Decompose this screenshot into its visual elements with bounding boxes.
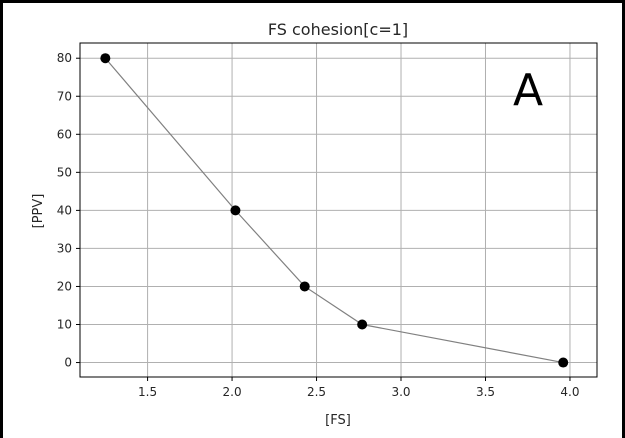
data-point [100,53,111,64]
x-tick-label: 4.0 [560,385,579,399]
series-layer [100,53,569,368]
y-tick-label: 60 [57,127,72,141]
y-tick-label: 70 [57,89,72,103]
y-tick-label: 40 [57,203,72,217]
y-tick-label: 50 [57,165,72,179]
y-tick-label: 30 [57,241,72,255]
data-point [230,205,241,216]
y-tick-label: 0 [64,356,72,370]
data-point [357,319,368,330]
x-tick-label: 3.5 [476,385,495,399]
x-tick-label: 2.5 [307,385,326,399]
y-tick-label: 10 [57,318,72,332]
chart-title: FS cohesion[c=1] [268,20,408,39]
y-tick-label: 20 [57,279,72,293]
x-tick-label: 2.0 [223,385,242,399]
y-axis-label: [PPV] [31,194,46,229]
data-point [558,357,569,368]
grid-layer [80,43,597,377]
x-tick-label: 1.5 [138,385,157,399]
y-tick-label: 80 [57,51,72,65]
x-axis-label: [FS] [325,413,351,428]
x-tick-label: 3.0 [391,385,410,399]
data-point [299,281,310,292]
panel-annotation: A [513,65,543,116]
tick-layer: 1.5 2.0 2.5 3.0 3.5 4.0 0 10 20 30 40 50 60 70 80 [57,51,580,399]
